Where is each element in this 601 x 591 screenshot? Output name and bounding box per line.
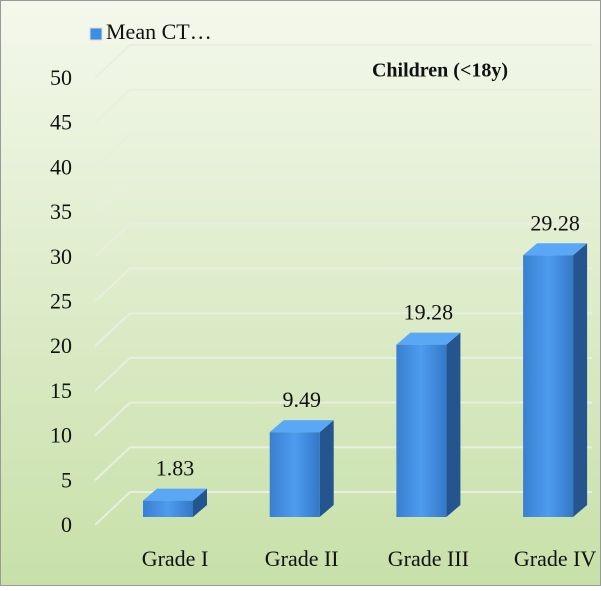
bar-top	[396, 332, 461, 345]
bar-front	[269, 432, 320, 517]
x-tick-label: Grade II	[265, 546, 339, 571]
y-tick-label: 5	[61, 467, 72, 492]
y-tick-label: 20	[50, 333, 72, 358]
bar	[523, 243, 588, 517]
legend-label: Mean CT…	[106, 19, 212, 44]
data-label: 9.49	[282, 387, 321, 412]
grid-line	[94, 222, 592, 258]
y-tick-label: 25	[50, 289, 72, 314]
x-tick-label: Grade IV	[514, 546, 597, 571]
bar-side	[319, 420, 334, 517]
y-tick-label: 45	[50, 110, 72, 135]
data-label: 1.83	[156, 456, 195, 481]
grid-line	[94, 44, 592, 79]
grid-line	[94, 178, 592, 213]
x-tick-label: Grade I	[142, 546, 209, 571]
x-tick-label: Grade III	[388, 546, 469, 571]
y-tick-label: 30	[50, 244, 72, 269]
data-label: 19.28	[404, 300, 454, 325]
bar-top	[143, 488, 207, 501]
grid-line	[94, 133, 592, 169]
grid-line	[94, 88, 592, 124]
grid-line	[94, 267, 592, 303]
bar-top	[523, 243, 588, 256]
bar	[143, 488, 207, 517]
y-tick-label: 15	[50, 378, 72, 403]
bar-front	[143, 500, 193, 517]
chart-title: Children (<18y)	[372, 60, 508, 82]
bar	[269, 420, 334, 517]
bar-side	[573, 243, 588, 517]
grid-line	[94, 312, 592, 347]
y-tick-label: 0	[61, 512, 72, 537]
data-label: 29.28	[530, 210, 580, 235]
bar-side	[193, 488, 207, 517]
bar-top	[269, 420, 334, 433]
y-tick-label: 35	[50, 199, 72, 224]
y-tick-label: 50	[50, 65, 72, 90]
bar	[396, 332, 461, 517]
y-tick-label: 10	[50, 423, 72, 448]
legend-swatch	[89, 27, 103, 41]
bar-front	[523, 255, 574, 517]
bar-front	[396, 344, 447, 517]
bar-side	[446, 332, 461, 517]
y-tick-label: 40	[50, 154, 72, 179]
